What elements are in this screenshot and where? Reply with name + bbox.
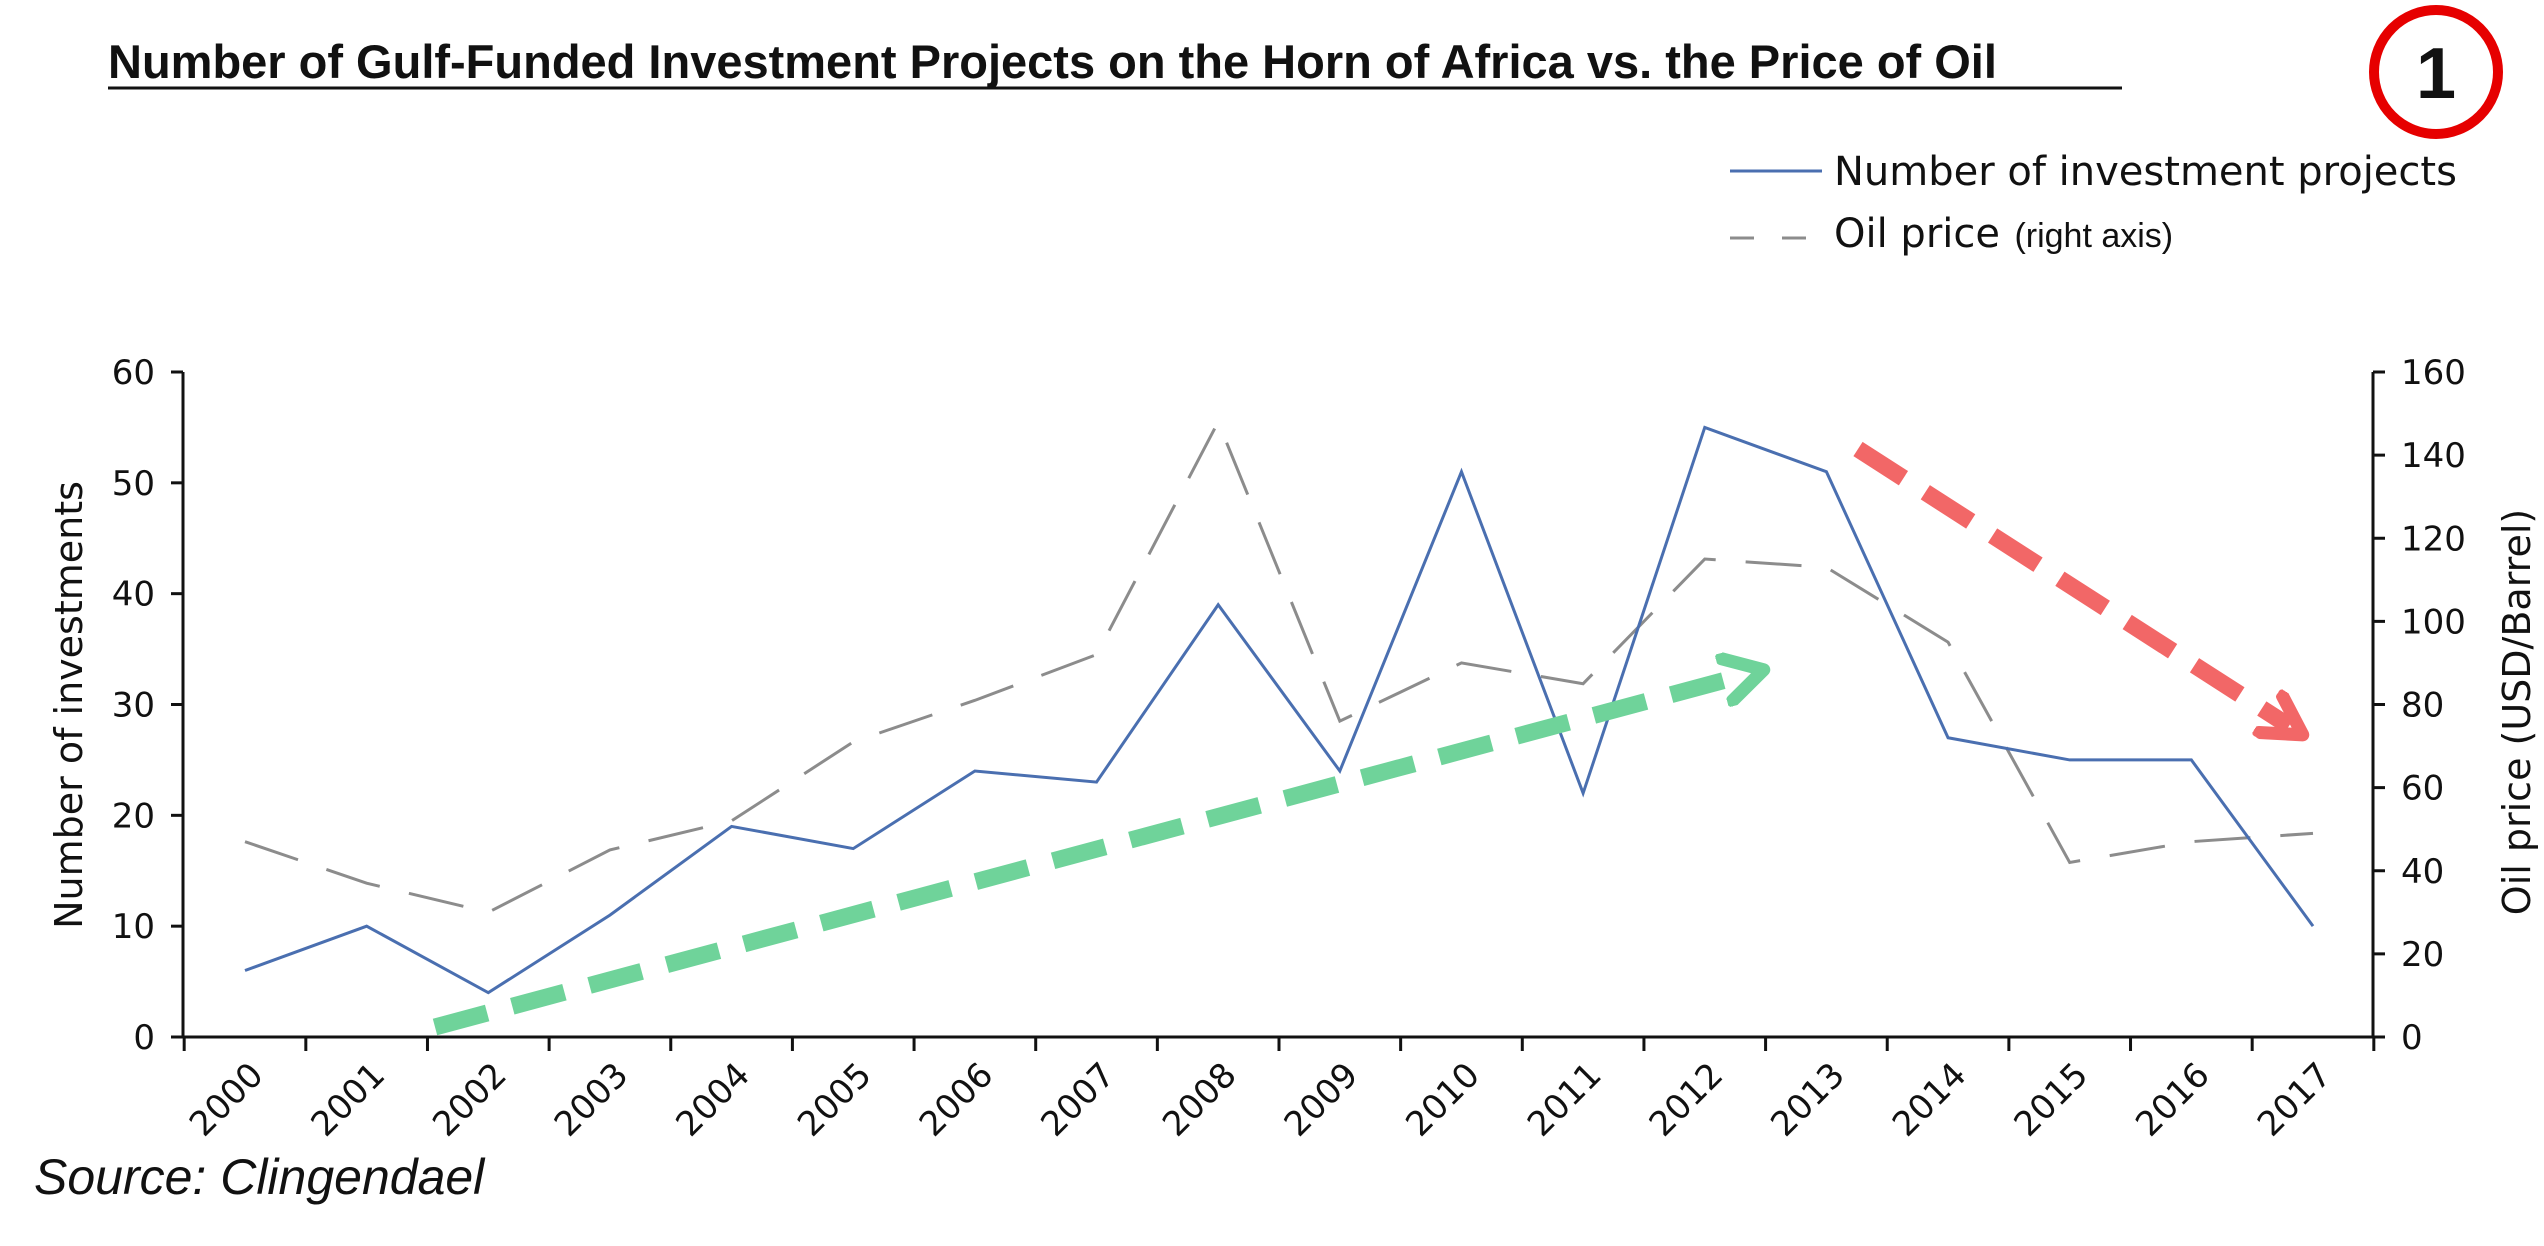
chart-title: Number of Gulf-Funded Investment Project… bbox=[108, 35, 1997, 88]
x-tick-label: 2003 bbox=[547, 1055, 636, 1144]
x-tick-label: 2012 bbox=[1642, 1055, 1731, 1144]
x-tick-label: 2007 bbox=[1033, 1055, 1122, 1144]
right-tick-label: 80 bbox=[2401, 686, 2444, 726]
series-line-investment-projects bbox=[244, 425, 2315, 995]
right-tick-label: 120 bbox=[2401, 519, 2466, 559]
x-tick-label: 2016 bbox=[2128, 1055, 2217, 1144]
right-tick-label: 40 bbox=[2401, 852, 2444, 892]
x-tick-label: 2015 bbox=[2007, 1055, 2096, 1144]
x-tick-label: 2009 bbox=[1277, 1055, 1366, 1144]
red-downtrend-arrow bbox=[1853, 441, 2289, 726]
left-tick-label: 0 bbox=[133, 1018, 155, 1058]
legend-oil-name: Oil price bbox=[1834, 211, 2000, 257]
point-oil-2007 bbox=[1094, 652, 1100, 658]
right-tick-label: 160 bbox=[2401, 353, 2466, 393]
x-tick-label: 2010 bbox=[1398, 1055, 1487, 1144]
source-note: Source: Clingendael bbox=[34, 1149, 486, 1205]
right-tick-label: 60 bbox=[2401, 769, 2444, 809]
right-tick-label: 0 bbox=[2401, 1018, 2423, 1058]
x-tick-label: 2011 bbox=[1520, 1055, 1609, 1144]
point-oil-2002 bbox=[485, 909, 491, 915]
left-tick-label: 40 bbox=[112, 575, 155, 615]
legend-oil-suffix: (right axis) bbox=[2014, 217, 2173, 255]
x-axis-ticks: 2000 2001 2002 2003 2004 2005 2006 2007 2008 2009… bbox=[182, 1037, 2376, 1145]
right-axis-ticks: 0 20 40 60 80 100 120 140 160 bbox=[2373, 353, 2466, 1058]
legend: Number of investment projects Oil price … bbox=[1730, 149, 2457, 257]
x-tick-label: 2004 bbox=[668, 1055, 757, 1144]
point-oil-2013 bbox=[1823, 564, 1829, 570]
green-uptrend-arrow bbox=[432, 674, 1748, 1036]
x-tick-label: 2000 bbox=[182, 1055, 271, 1144]
number-badge: 1 bbox=[2369, 5, 2503, 139]
y-axis-label-right: Oil price (USD/Barrel) bbox=[2495, 509, 2539, 915]
left-tick-label: 10 bbox=[112, 907, 155, 947]
point-oil-2016 bbox=[2188, 839, 2194, 845]
point-oil-2008 bbox=[1215, 419, 1221, 425]
badge-number: 1 bbox=[2416, 34, 2456, 114]
badge-ring bbox=[2369, 5, 2503, 139]
x-tick-label: 2008 bbox=[1155, 1055, 1244, 1144]
left-tick-label: 20 bbox=[112, 796, 155, 836]
legend-label-projects: Number of investment projects bbox=[1834, 149, 2457, 195]
x-tick-label: 2013 bbox=[1763, 1055, 1852, 1144]
x-tick-label: 2017 bbox=[2250, 1055, 2339, 1144]
legend-label-oil: Oil price (right axis) bbox=[1834, 211, 2173, 257]
left-tick-label: 30 bbox=[112, 686, 155, 726]
left-tick-label: 60 bbox=[112, 353, 155, 393]
left-axis-ticks: 0 10 20 30 40 50 60 bbox=[112, 353, 183, 1058]
x-tick-label: 2006 bbox=[912, 1055, 1001, 1144]
right-tick-label: 20 bbox=[2401, 935, 2444, 975]
left-tick-label: 50 bbox=[112, 464, 155, 504]
x-tick-label: 2014 bbox=[1885, 1055, 1974, 1144]
series-line-oil-price bbox=[244, 418, 2314, 914]
right-tick-label: 100 bbox=[2401, 602, 2466, 642]
y-axis-label-left: Number of investments bbox=[47, 481, 91, 929]
right-tick-label: 140 bbox=[2401, 436, 2466, 476]
x-tick-label: 2005 bbox=[790, 1055, 879, 1144]
x-tick-label: 2001 bbox=[304, 1055, 393, 1144]
series-points bbox=[242, 419, 2316, 996]
x-tick-label: 2002 bbox=[425, 1055, 514, 1144]
